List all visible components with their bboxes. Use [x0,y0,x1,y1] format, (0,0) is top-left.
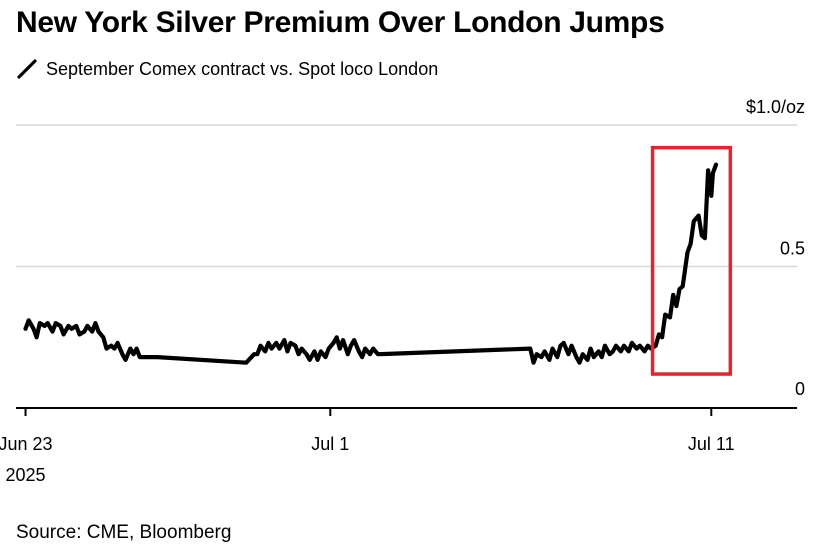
line-swatch-icon [17,59,37,79]
y-tick-label: $1.0/oz [746,97,805,117]
x-tick-sublabel: 2025 [6,465,46,485]
legend: September Comex contract vs. Spot loco L… [16,57,438,81]
series-line [23,162,719,365]
y-axis-labels: 0 0.5 $1.0/oz [746,97,805,399]
x-tick-label: Jul 1 [311,434,349,454]
y-tick-label: 0 [795,379,805,399]
x-tick-label: Jul 11 [688,434,735,454]
legend-series-label: September Comex contract vs. Spot loco L… [46,58,439,79]
y-tick-label: 0.5 [780,239,805,259]
gridlines [16,124,797,268]
x-tick-label: Jun 23 [0,434,53,454]
source-note: Source: CME, Bloomberg [16,522,232,543]
highlight-box [650,145,733,376]
x-axis: Jun 23 2025 Jul 1 Jul 11 [0,407,797,485]
chart-title: New York Silver Premium Over London Jump… [16,6,665,39]
